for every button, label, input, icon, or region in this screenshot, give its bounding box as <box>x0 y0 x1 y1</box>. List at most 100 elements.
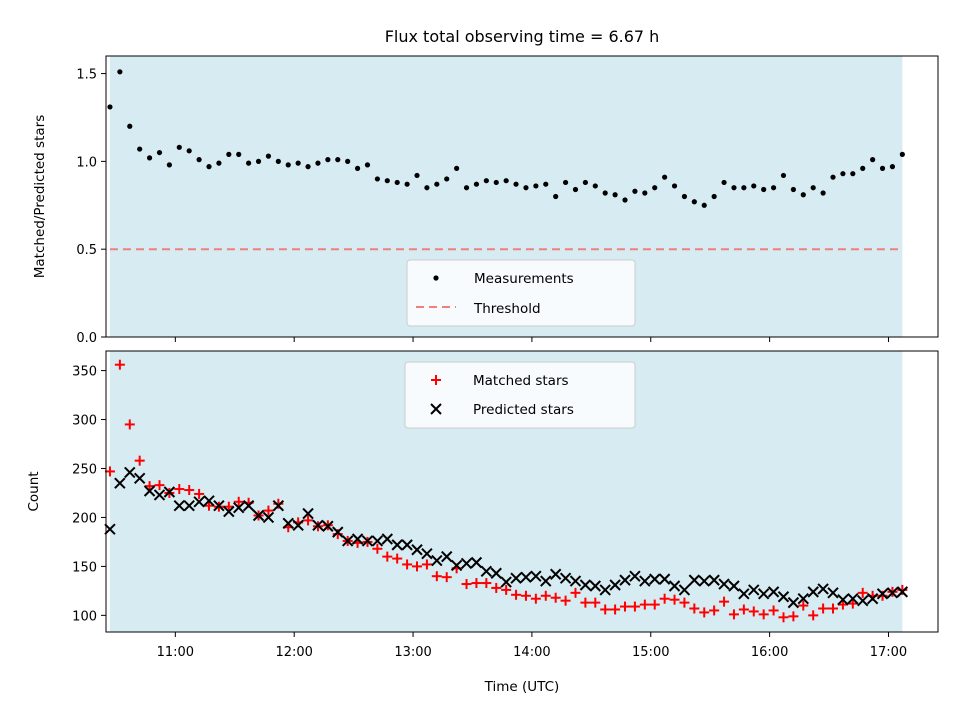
predicted-star-point <box>114 477 126 489</box>
predicted-star-point <box>490 567 502 579</box>
matched-star-point <box>402 559 413 570</box>
measurement-point <box>810 185 816 191</box>
measurement-point <box>870 157 876 163</box>
matched-stars-points <box>104 359 908 623</box>
matched-star-point <box>104 466 115 477</box>
matched-star-point <box>719 596 730 607</box>
measurement-point <box>493 179 499 186</box>
x-tick-label: 11:00 <box>157 645 194 660</box>
measurement-point <box>226 151 232 157</box>
top-x-ticks <box>174 337 889 342</box>
measurement-point <box>156 149 163 156</box>
measurement-point <box>364 162 371 168</box>
measurement-point <box>840 171 846 177</box>
measurement-point <box>553 193 559 200</box>
measurement-point <box>473 181 480 187</box>
predicted-star-point <box>886 587 899 599</box>
matched-star-point <box>530 593 541 604</box>
measurement-point <box>196 157 202 163</box>
matched-star-point <box>184 485 195 496</box>
top-y-axis-label: Matched/Predicted stars <box>32 115 48 278</box>
matched-star-point <box>194 488 205 499</box>
measurement-point <box>236 151 242 157</box>
measurement-point <box>354 165 361 171</box>
predicted-star-point <box>847 593 859 605</box>
x-axis-label: Time (UTC) <box>484 679 560 695</box>
matched-star-point <box>768 605 779 616</box>
x-tick-label: 17:00 <box>870 645 907 660</box>
predicted-star-point <box>797 593 810 605</box>
matched-star-point <box>818 603 829 614</box>
bottom-y-ticks: 100 150 200 250 300 350 <box>72 365 106 624</box>
measurement-point <box>216 160 222 166</box>
measurement-point <box>899 151 905 157</box>
predicted-star-point <box>857 594 869 607</box>
predicted-star-point <box>767 586 780 598</box>
measurement-point <box>186 148 192 154</box>
matched-star-point <box>748 606 759 617</box>
measurement-point <box>681 193 688 200</box>
y-tick-label: 1.5 <box>76 68 97 83</box>
predicted-star-point <box>421 547 433 560</box>
predicted-star-point <box>203 495 215 507</box>
measurement-point <box>137 146 143 152</box>
measurement-point <box>384 178 390 184</box>
matched-star-point <box>382 551 393 562</box>
bottom-x-ticks: 11:00 12:00 13:00 14:00 15:00 16:00 17:00 <box>157 632 907 660</box>
top-panel: 0.0 0.5 1.0 1.5 Flux total observing time =… <box>32 27 939 346</box>
bottom-y-axis-label: Count <box>26 471 42 511</box>
predicted-star-point <box>777 591 790 603</box>
measurement-point <box>374 176 380 182</box>
measurement-point <box>255 158 262 164</box>
predicted-star-point <box>341 535 354 547</box>
measurement-point <box>879 165 886 171</box>
legend-matched-label: Matched stars <box>473 373 569 389</box>
predicted-star-point <box>817 583 829 595</box>
legend-predicted-marker <box>430 403 442 415</box>
matched-star-point <box>303 515 314 526</box>
measurement-point <box>285 162 291 168</box>
matched-star-point <box>699 607 710 618</box>
legend-measurements-marker <box>433 275 439 281</box>
matched-star-point <box>114 359 125 370</box>
predicted-star-point <box>619 574 631 586</box>
x-tick-label: 16:00 <box>751 645 788 660</box>
matched-star-point <box>223 501 234 512</box>
top-legend: Measurements Threshold <box>406 259 636 327</box>
predicted-star-point <box>520 571 532 583</box>
legend-matched-marker <box>431 375 441 385</box>
measurement-point <box>454 165 460 171</box>
predicted-star-point <box>678 584 691 596</box>
matched-star-point <box>629 601 640 612</box>
top-axes-frame <box>105 55 939 338</box>
bottom-legend-box <box>404 361 636 429</box>
measurement-point <box>246 160 252 166</box>
measurement-point <box>830 174 836 180</box>
predicted-star-point <box>579 579 592 591</box>
matched-star-point <box>610 604 621 615</box>
matched-star-point <box>560 595 571 606</box>
predicted-star-point <box>460 557 473 570</box>
measurement-point <box>265 153 272 159</box>
measurement-point <box>345 158 351 164</box>
matched-star-point <box>758 609 769 620</box>
matched-star-point <box>263 505 274 516</box>
matched-star-point <box>649 599 660 610</box>
predicted-star-point <box>441 550 453 563</box>
predicted-star-point <box>242 499 255 512</box>
measurement-point <box>662 174 668 180</box>
top-legend-box <box>406 259 636 327</box>
measurement-point <box>820 190 826 196</box>
matched-star-point <box>431 571 442 582</box>
matched-star-point <box>154 480 165 491</box>
legend-measurements-label: Measurements <box>474 271 574 287</box>
measurement-point <box>701 202 707 208</box>
predicted-star-point <box>124 466 136 479</box>
predicted-star-point <box>896 586 909 598</box>
predicted-star-point <box>718 578 730 590</box>
measurement-point <box>503 178 509 184</box>
matched-star-point <box>788 611 799 622</box>
matched-star-point <box>590 597 601 608</box>
matched-star-point <box>709 605 720 616</box>
predicted-star-point <box>371 535 384 547</box>
